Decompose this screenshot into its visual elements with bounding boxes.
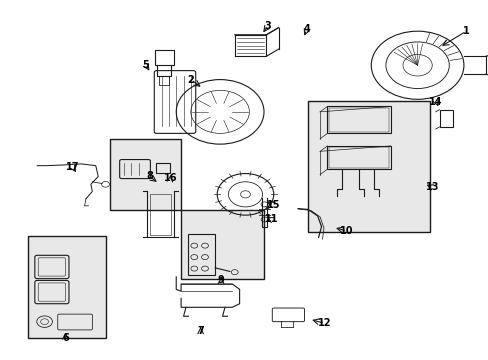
Bar xyxy=(181,211,264,279)
Bar xyxy=(188,234,215,275)
Text: 4: 4 xyxy=(303,24,310,35)
Bar xyxy=(156,163,170,173)
Bar xyxy=(110,139,181,211)
Bar xyxy=(327,146,390,169)
Bar xyxy=(327,107,390,134)
Text: 16: 16 xyxy=(163,173,177,183)
Bar xyxy=(155,50,173,65)
Text: 8: 8 xyxy=(146,171,153,181)
Bar xyxy=(150,194,170,234)
Bar xyxy=(439,110,452,127)
Text: 7: 7 xyxy=(197,325,203,336)
Bar xyxy=(328,147,388,168)
Text: 3: 3 xyxy=(264,21,271,31)
Text: 17: 17 xyxy=(66,162,80,172)
Bar xyxy=(110,139,181,211)
Bar xyxy=(181,211,264,279)
Text: 6: 6 xyxy=(62,333,69,343)
Text: 10: 10 xyxy=(340,226,353,236)
Text: 14: 14 xyxy=(428,97,442,107)
Bar xyxy=(27,235,105,338)
Text: 5: 5 xyxy=(142,60,149,70)
Text: 11: 11 xyxy=(264,215,278,224)
Bar xyxy=(27,235,105,338)
Bar xyxy=(328,108,388,132)
Text: 13: 13 xyxy=(425,182,438,192)
Bar xyxy=(307,101,429,232)
Text: 9: 9 xyxy=(217,275,224,285)
Bar xyxy=(307,101,429,232)
Text: 12: 12 xyxy=(318,319,331,328)
Text: 2: 2 xyxy=(187,75,194,85)
Text: 1: 1 xyxy=(462,26,469,36)
Text: 15: 15 xyxy=(266,200,280,210)
